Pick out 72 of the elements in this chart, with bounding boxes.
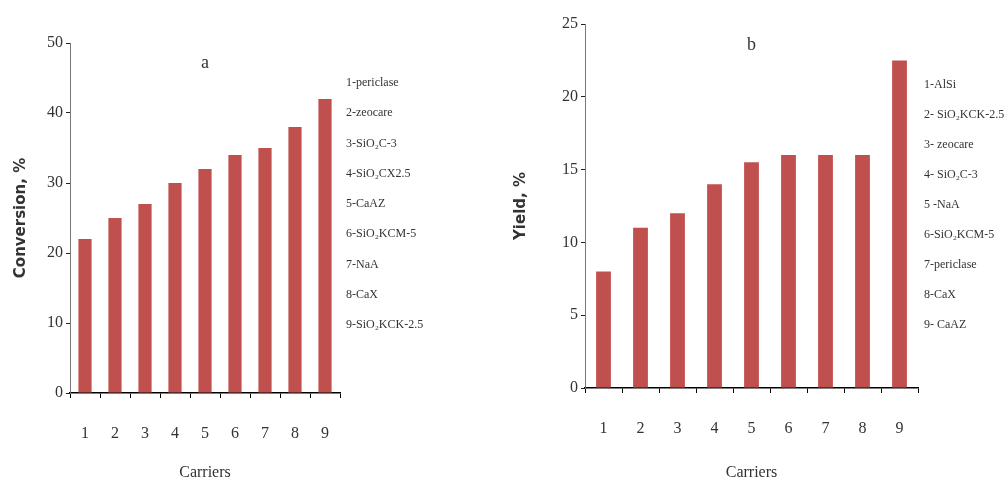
text: 2-zeocare [346, 105, 393, 120]
text: 4-SiO₂CX2.5 [346, 165, 411, 180]
text: 8-CaX [346, 286, 379, 301]
bar [168, 183, 182, 393]
bar [198, 169, 212, 393]
bar [855, 155, 870, 388]
text: 6-SiO₂KCM-5 [924, 227, 995, 242]
text: b [747, 33, 756, 54]
x-tick-label: 5 [747, 418, 756, 436]
x-tick-label: 5 [201, 423, 209, 441]
x-tick-label: 1 [599, 418, 608, 436]
x-tick-label: 2 [111, 423, 119, 441]
x-tick-label: 9 [321, 423, 329, 441]
bar [288, 127, 302, 393]
x-tick-label: 6 [784, 418, 793, 436]
text: 3- zeocare [924, 137, 974, 152]
text: a [201, 51, 209, 72]
bar [78, 239, 92, 393]
text: 9- CaAZ [924, 317, 967, 332]
y-tick-label: 20 [47, 243, 63, 261]
text: 8-CaX [924, 287, 957, 302]
y-tick-label: 15 [562, 159, 578, 177]
bar [670, 213, 685, 388]
y-tick-label: 40 [47, 103, 63, 121]
bar [596, 271, 611, 388]
text: 6-SiO₂KCM-5 [346, 226, 417, 241]
bar [818, 155, 833, 388]
y-tick-label: 5 [570, 305, 578, 323]
text: 1-AlSi [924, 77, 957, 92]
y-tick-label: 10 [47, 313, 63, 331]
y-axis-title: Yield, % [510, 171, 529, 242]
x-tick-label: 3 [673, 418, 682, 436]
x-tick-label: 1 [81, 423, 89, 441]
x-tick-label: 8 [291, 423, 299, 441]
text: 3-SiO₂C-3 [346, 135, 397, 150]
bar [707, 184, 722, 388]
text: 4- SiO₂C-3 [924, 167, 978, 182]
y-axis-title: Conversion, % [10, 157, 29, 279]
text: 2- SiO₂KCK-2.5 [924, 107, 1005, 122]
bar [318, 99, 332, 393]
bar [258, 148, 272, 393]
y-tick-label: 0 [570, 378, 578, 396]
x-tick-label: 3 [141, 423, 149, 441]
y-tick-label: 10 [562, 232, 578, 250]
bar [744, 162, 759, 388]
x-axis-title: Carriers [179, 462, 231, 480]
x-tick-label: 8 [858, 418, 867, 436]
x-tick-label: 4 [171, 423, 179, 441]
x-axis-title: Carriers [725, 462, 778, 480]
text: 9-SiO₂KCK-2.5 [346, 317, 424, 332]
x-tick-label: 9 [895, 418, 904, 436]
y-tick-label: 0 [55, 383, 63, 401]
x-tick-label: 7 [821, 418, 830, 436]
y-tick-label: 20 [562, 87, 578, 104]
bar [108, 218, 122, 393]
text: 7-periclase [924, 257, 977, 272]
x-tick-label: 2 [636, 418, 645, 436]
x-tick-label: 6 [231, 423, 239, 441]
text: 7-NaA [346, 256, 379, 271]
bar [633, 227, 648, 388]
y-tick-label: 50 [47, 33, 63, 51]
text: 5 -NaA [924, 197, 960, 212]
bar [892, 60, 907, 388]
text: 5-CaAZ [346, 196, 386, 211]
x-tick-label: 7 [261, 423, 269, 441]
y-tick-label: 30 [47, 173, 63, 191]
x-tick-label: 4 [710, 418, 719, 436]
y-tick-label: 25 [562, 14, 578, 32]
bar [228, 155, 242, 393]
bar [138, 204, 152, 393]
bar [781, 155, 796, 388]
text: 1-periclase [346, 75, 399, 90]
